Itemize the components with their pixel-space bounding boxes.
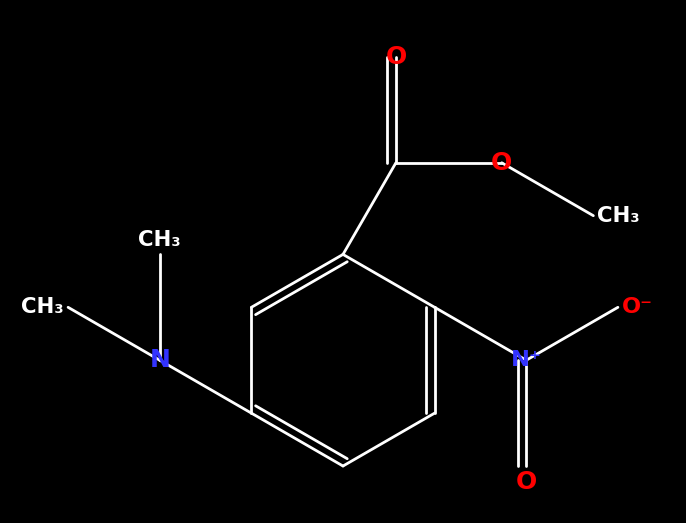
Text: O: O xyxy=(386,45,407,69)
Text: CH₃: CH₃ xyxy=(598,206,640,226)
Text: O⁻: O⁻ xyxy=(622,297,653,317)
Text: CH₃: CH₃ xyxy=(139,230,181,251)
Text: O: O xyxy=(516,470,537,494)
Text: O: O xyxy=(491,151,512,175)
Text: CH₃: CH₃ xyxy=(21,297,64,317)
Text: N⁺: N⁺ xyxy=(511,350,542,370)
Text: N: N xyxy=(150,348,170,372)
